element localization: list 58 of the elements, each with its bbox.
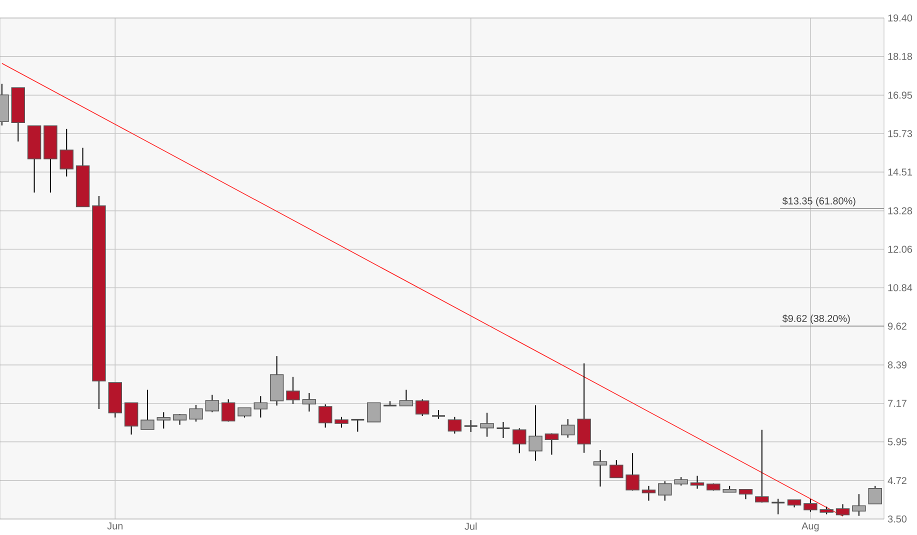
candlestick [318,404,332,428]
candlestick [238,407,252,418]
text: 4.72 [888,477,906,484]
candlestick [804,498,818,512]
text: 15.73 [888,130,912,138]
candlestick [286,376,300,404]
x-tick-label: Jul [464,522,477,530]
candlestick [658,480,672,502]
candlestick [642,485,656,502]
text: 18.18 [888,52,912,60]
candlestick [868,485,882,504]
candlestick [690,475,704,490]
candlestick [254,396,268,418]
candlestick [350,418,365,432]
text: 8.39 [888,361,906,368]
x-tick-label: Aug [802,522,819,532]
text: 19.40 [888,14,912,22]
candlestick [366,402,381,422]
text: 16.95 [888,92,912,99]
text: 13.28 [888,207,912,214]
text: 3.50 [888,515,907,523]
candlestick [302,392,316,412]
candlestick [156,412,171,430]
candlestick [399,389,414,406]
candlestick [593,449,608,488]
candlestick [544,432,559,456]
candlestick [528,404,542,462]
candlestick [60,128,74,177]
candlestick [738,488,753,500]
candlestick [480,412,494,438]
ref-line-label: $13.35 (61.80%) [782,197,856,206]
candlestick [626,452,640,492]
candlestick [448,416,462,434]
text: 12.06 [888,246,912,253]
candlestick [334,416,348,428]
candlestick [755,429,769,504]
text: 5.95 [888,438,906,446]
candlestick [770,498,786,515]
text: 7.17 [888,400,906,407]
candlestick [140,389,154,430]
ref-line-label: $9.62 (38.20%) [782,314,850,324]
candlestick [512,428,526,454]
candlestick [221,398,236,422]
candlestick [561,418,575,438]
candlestick [205,394,220,413]
text: 9.62 [888,322,906,330]
text: 10.84 [888,284,912,292]
candlestick [124,402,138,436]
text: 14.51 [888,168,912,176]
candlestick [836,504,850,516]
candlestick [189,404,203,422]
candlestick [610,460,624,478]
x-tick-label: Jun [107,522,123,530]
candlestick [415,398,430,416]
candlestick [852,494,866,516]
candlestick [464,420,478,433]
candlestick [496,421,510,439]
candlestick [172,414,187,426]
